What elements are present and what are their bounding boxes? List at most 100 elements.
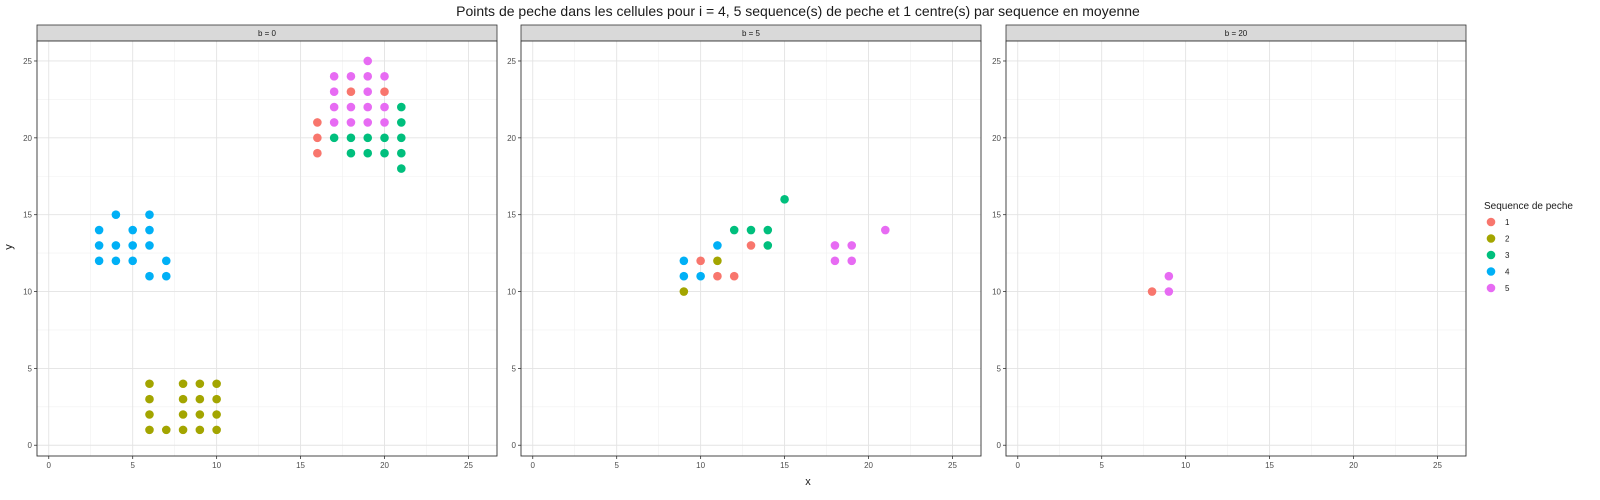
data-point bbox=[161, 271, 171, 281]
x-tick-label: 0 bbox=[531, 461, 536, 470]
data-point bbox=[397, 133, 406, 143]
y-tick-label: 10 bbox=[23, 288, 32, 297]
facet-panel: b = 0 0 5 10 15 20 25 0 5 10 15 20 25 bbox=[23, 24, 498, 470]
data-point bbox=[178, 425, 188, 435]
y-tick-label: 20 bbox=[507, 134, 516, 143]
y-tick-label: 5 bbox=[512, 364, 517, 373]
y-tick-label: 15 bbox=[507, 211, 516, 220]
x-tick-label: 5 bbox=[614, 461, 619, 470]
data-point bbox=[713, 241, 722, 250]
data-point bbox=[195, 394, 205, 404]
y-tick-label: 25 bbox=[992, 57, 1001, 66]
data-point bbox=[780, 195, 789, 204]
data-point bbox=[128, 241, 137, 250]
chart-title: Points de peche dans les cellules pour i… bbox=[456, 3, 1140, 19]
data-point bbox=[329, 87, 339, 97]
x-tick-label: 0 bbox=[1016, 461, 1021, 470]
data-point bbox=[380, 133, 389, 143]
y-tick-label: 10 bbox=[507, 288, 516, 297]
y-tick-label: 15 bbox=[992, 211, 1001, 220]
data-point bbox=[195, 425, 205, 435]
data-point bbox=[346, 148, 356, 158]
legend-key bbox=[1486, 234, 1496, 243]
data-point bbox=[346, 87, 356, 97]
data-point bbox=[111, 256, 121, 266]
data-point bbox=[128, 256, 137, 266]
data-point bbox=[178, 379, 188, 389]
data-point bbox=[313, 148, 322, 158]
facet-strip-label: b = 20 bbox=[1225, 29, 1248, 38]
data-point bbox=[713, 256, 722, 266]
panel-border bbox=[36, 40, 498, 457]
data-point bbox=[1164, 271, 1174, 281]
data-point bbox=[178, 410, 188, 419]
data-point bbox=[713, 271, 722, 281]
data-point bbox=[397, 164, 406, 173]
data-point bbox=[145, 410, 154, 419]
data-point bbox=[363, 133, 373, 143]
x-tick-label: 20 bbox=[1349, 461, 1358, 470]
data-point bbox=[212, 410, 221, 419]
y-axis-title: y bbox=[3, 244, 15, 250]
data-point bbox=[212, 425, 221, 435]
data-point bbox=[313, 133, 322, 143]
data-point bbox=[397, 118, 406, 127]
legend-key bbox=[1486, 283, 1496, 293]
facet-strip-label: b = 5 bbox=[742, 29, 761, 38]
data-point bbox=[746, 241, 756, 250]
data-point bbox=[380, 118, 389, 127]
data-point bbox=[329, 102, 339, 112]
data-point bbox=[729, 271, 739, 281]
data-point bbox=[696, 271, 705, 281]
data-point bbox=[380, 148, 389, 158]
data-point bbox=[1164, 287, 1174, 296]
data-point bbox=[161, 256, 171, 266]
y-tick-label: 0 bbox=[28, 441, 33, 450]
data-point bbox=[363, 148, 373, 158]
data-point bbox=[363, 56, 373, 66]
data-point bbox=[329, 72, 339, 81]
data-point bbox=[313, 118, 322, 127]
data-point bbox=[881, 225, 890, 235]
data-point bbox=[397, 148, 406, 158]
data-point bbox=[346, 102, 356, 112]
data-point bbox=[94, 256, 104, 266]
data-point bbox=[397, 102, 406, 112]
x-axis-title: x bbox=[805, 476, 811, 488]
x-tick-label: 20 bbox=[864, 461, 873, 470]
panel-border bbox=[1005, 40, 1467, 457]
data-point bbox=[363, 118, 373, 127]
y-tick-label: 5 bbox=[997, 364, 1002, 373]
data-point bbox=[847, 256, 857, 266]
data-point bbox=[329, 133, 339, 143]
data-point bbox=[380, 102, 389, 112]
data-point bbox=[94, 241, 104, 250]
facet-panel: b = 5 0 5 10 15 20 25 0 5 10 15 20 25 bbox=[507, 24, 982, 470]
data-point bbox=[195, 379, 205, 389]
data-point bbox=[380, 87, 389, 97]
data-point bbox=[145, 241, 154, 250]
x-tick-label: 15 bbox=[296, 461, 305, 470]
x-tick-label: 15 bbox=[1265, 461, 1274, 470]
x-tick-label: 10 bbox=[212, 461, 221, 470]
legend-label: 4 bbox=[1505, 268, 1510, 277]
panel-background bbox=[37, 41, 497, 456]
legend-label: 5 bbox=[1505, 284, 1510, 293]
data-point bbox=[679, 287, 689, 296]
y-tick-label: 15 bbox=[23, 211, 32, 220]
data-point bbox=[1147, 287, 1157, 296]
data-point bbox=[363, 72, 373, 81]
data-point bbox=[145, 425, 154, 435]
y-tick-label: 5 bbox=[28, 364, 33, 373]
legend-label: 3 bbox=[1505, 251, 1510, 260]
x-tick-label: 20 bbox=[380, 461, 389, 470]
x-tick-label: 25 bbox=[948, 461, 957, 470]
data-point bbox=[729, 225, 739, 235]
legend-label: 2 bbox=[1505, 235, 1510, 244]
y-tick-label: 25 bbox=[507, 57, 516, 66]
data-point bbox=[178, 394, 188, 404]
x-tick-label: 25 bbox=[464, 461, 473, 470]
data-point bbox=[346, 72, 356, 81]
y-tick-label: 0 bbox=[512, 441, 517, 450]
